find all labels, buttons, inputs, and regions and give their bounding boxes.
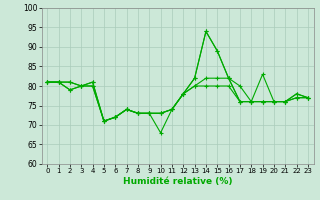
X-axis label: Humidité relative (%): Humidité relative (%)	[123, 177, 232, 186]
